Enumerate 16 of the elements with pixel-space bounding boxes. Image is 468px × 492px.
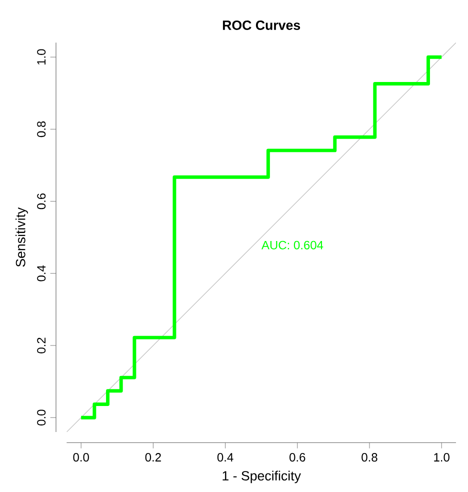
x-tick-label: 0.4 (217, 453, 234, 462)
x-tick-label: 0.6 (290, 453, 306, 462)
y-tick-label: 0.8 (37, 121, 46, 138)
x-axis-title: 1 - Specificity (222, 470, 301, 484)
y-tick-label: 0.6 (37, 193, 46, 210)
y-tick-label: 0.0 (37, 410, 46, 426)
y-axis-title: Sensitivity (16, 207, 28, 267)
x-tick-label: 0.2 (145, 453, 161, 462)
x-tick-label: 1.0 (434, 453, 450, 462)
x-tick-label: 0.0 (73, 453, 89, 462)
y-tick-label: 0.2 (37, 338, 46, 354)
y-tick-label: 1.0 (37, 49, 46, 65)
annotation: AUC: 0.604 (261, 240, 324, 250)
x-tick-label: 0.8 (362, 453, 378, 462)
y-tick-label: 0.4 (37, 265, 46, 282)
chart-title: ROC Curves (222, 20, 300, 30)
